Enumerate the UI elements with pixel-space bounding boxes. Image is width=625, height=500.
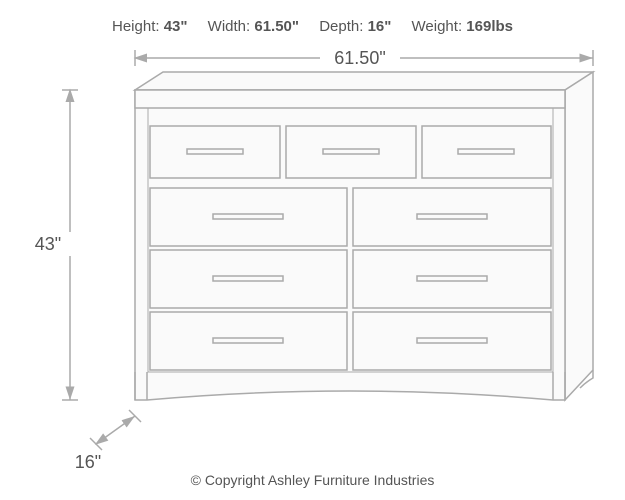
width-dimension: 61.50" xyxy=(135,46,593,68)
depth-dimension: 16" xyxy=(75,410,141,472)
depth-dim-text: 16" xyxy=(75,452,101,472)
side-face xyxy=(565,72,593,400)
top-face xyxy=(135,72,593,90)
dresser-diagram: 61.50" xyxy=(0,0,625,500)
height-dimension: 43" xyxy=(28,90,78,400)
height-dim-text: 43" xyxy=(35,234,61,254)
copyright-text: © Copyright Ashley Furniture Industries xyxy=(0,472,625,488)
width-dim-text: 61.50" xyxy=(334,48,385,68)
top-drawers xyxy=(150,126,551,178)
